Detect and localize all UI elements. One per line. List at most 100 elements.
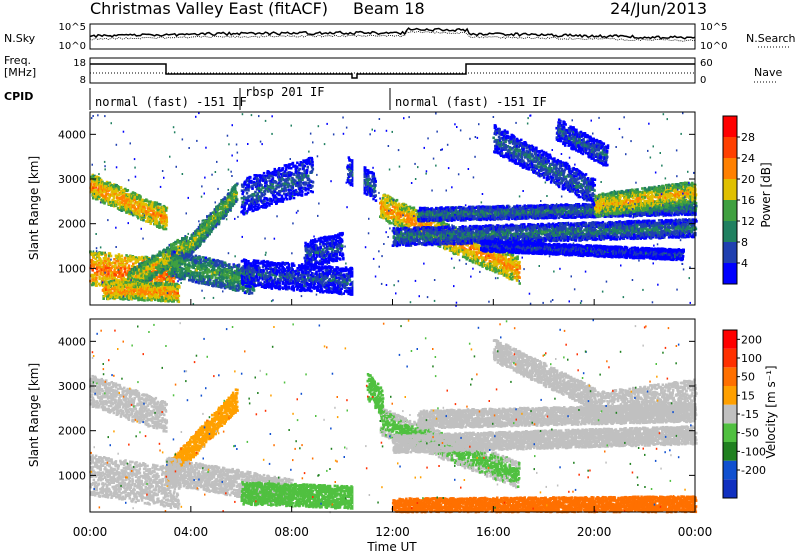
nave-label: Nave xyxy=(754,66,782,79)
echo-cell xyxy=(96,281,99,284)
echo-cell xyxy=(120,186,123,189)
echo-cell xyxy=(120,258,123,261)
echo-cell xyxy=(111,188,114,191)
freq-tick-top: 18 xyxy=(73,58,86,69)
echo-cell xyxy=(133,278,136,281)
cpid-segment-2: rbsp 201 IF xyxy=(245,85,324,99)
echo-cell xyxy=(115,278,118,281)
echo-cell xyxy=(172,280,175,283)
echo-cell xyxy=(212,227,215,230)
nsky-label: N.Sky xyxy=(4,32,36,45)
nsky-tick-top: 10^5 xyxy=(59,22,86,33)
echo-cell xyxy=(170,243,173,246)
echo-cell xyxy=(163,277,166,280)
freq-panel: Freq. [MHz] 18 8 60 0 Nave xyxy=(4,54,782,86)
echo-cell xyxy=(162,222,165,225)
echo-cell xyxy=(212,225,215,228)
echo-cell xyxy=(165,223,168,226)
nave-tick-bottom: 0 xyxy=(700,75,706,86)
echo-cell xyxy=(166,273,169,276)
echo-cell xyxy=(120,269,123,272)
echo-cell xyxy=(227,193,230,196)
echo-cell xyxy=(232,204,235,207)
echo-cell xyxy=(142,219,145,222)
cpid-panel: CPID normal (fast) -151 IF rbsp 201 IF n… xyxy=(4,85,547,110)
echo-cell xyxy=(218,221,221,224)
echo-cell xyxy=(124,257,127,260)
echo-cell xyxy=(123,277,126,280)
echo-cell xyxy=(199,243,202,246)
echo-cell xyxy=(96,270,99,273)
echo-cell xyxy=(156,272,159,275)
nsearch-label: N.Search xyxy=(746,32,796,45)
echo-cell xyxy=(99,284,102,287)
cpid-segment-3: normal (fast) -151 IF xyxy=(395,95,547,109)
nsky-right-tick-bottom: 10^0 xyxy=(700,41,727,52)
cpid-label: CPID xyxy=(4,90,33,103)
echo-cell xyxy=(159,265,162,268)
echo-cell xyxy=(156,258,159,261)
echo-cell xyxy=(159,203,162,206)
echo-cell xyxy=(225,213,228,216)
echo-cell xyxy=(98,276,101,279)
echo-cell xyxy=(114,264,117,267)
echo-cell xyxy=(127,189,130,192)
echo-cell xyxy=(138,211,141,214)
echo-cell xyxy=(153,276,156,279)
echo-cell xyxy=(128,264,131,267)
plot-date: 24/Jun/2013 xyxy=(610,0,707,18)
echo-cell xyxy=(109,252,112,255)
echo-cell xyxy=(156,261,159,264)
echo-cell xyxy=(92,282,95,285)
echo-cell xyxy=(104,256,107,259)
echo-cell xyxy=(124,268,127,271)
freq-tick-bottom: 8 xyxy=(80,75,86,86)
echo-cell xyxy=(235,200,238,203)
echo-cell xyxy=(122,208,125,211)
echo-cell xyxy=(98,264,101,267)
echo-cell xyxy=(133,272,136,275)
nsky-right-tick-top: 10^5 xyxy=(700,22,727,33)
echo-cell xyxy=(134,196,137,199)
nsky-panel: N.Sky 10^5 10^0 10^5 10^0 N.Search xyxy=(4,22,796,52)
echo-cell xyxy=(132,192,135,195)
echo-cell xyxy=(150,222,153,225)
echo-cell xyxy=(209,233,212,236)
echo-cell xyxy=(94,272,97,275)
echo-cell xyxy=(234,188,237,191)
echo-cell xyxy=(235,191,238,194)
echo-cell xyxy=(119,264,122,267)
nsky-tick-bottom: 10^0 xyxy=(59,41,86,52)
echo-cell xyxy=(107,257,110,260)
echo-cell xyxy=(110,255,113,258)
cpid-segment-1: normal (fast) -151 IF xyxy=(95,95,247,109)
echo-cell xyxy=(235,184,238,187)
echo-cell xyxy=(141,199,144,202)
echo-cell xyxy=(95,276,98,279)
echo-cell xyxy=(139,196,142,199)
echo-cell xyxy=(121,255,124,258)
freq-unit-label: [MHz] xyxy=(4,66,36,79)
echo-cell xyxy=(103,202,106,205)
beam-label: Beam 18 xyxy=(353,0,425,18)
plot-title: Christmas Valley East (fitACF) xyxy=(90,0,328,18)
echo-cell xyxy=(167,278,170,281)
echo-cell xyxy=(156,276,159,279)
echo-cell xyxy=(100,252,103,255)
echo-cell xyxy=(115,274,118,277)
echo-cell xyxy=(177,239,180,242)
echo-cell xyxy=(132,263,135,266)
echo-cell xyxy=(96,260,99,263)
echo-cell xyxy=(96,273,99,276)
echo-cell xyxy=(92,264,95,267)
echo-cell xyxy=(165,228,168,231)
echo-cell xyxy=(124,271,127,274)
echo-cell xyxy=(143,206,146,209)
echo-cell xyxy=(235,195,238,198)
nave-tick-top: 60 xyxy=(700,58,713,69)
freq-frame xyxy=(90,58,695,83)
echo-cell xyxy=(150,277,153,280)
echo-cell xyxy=(208,222,211,225)
echo-cell xyxy=(165,207,168,210)
